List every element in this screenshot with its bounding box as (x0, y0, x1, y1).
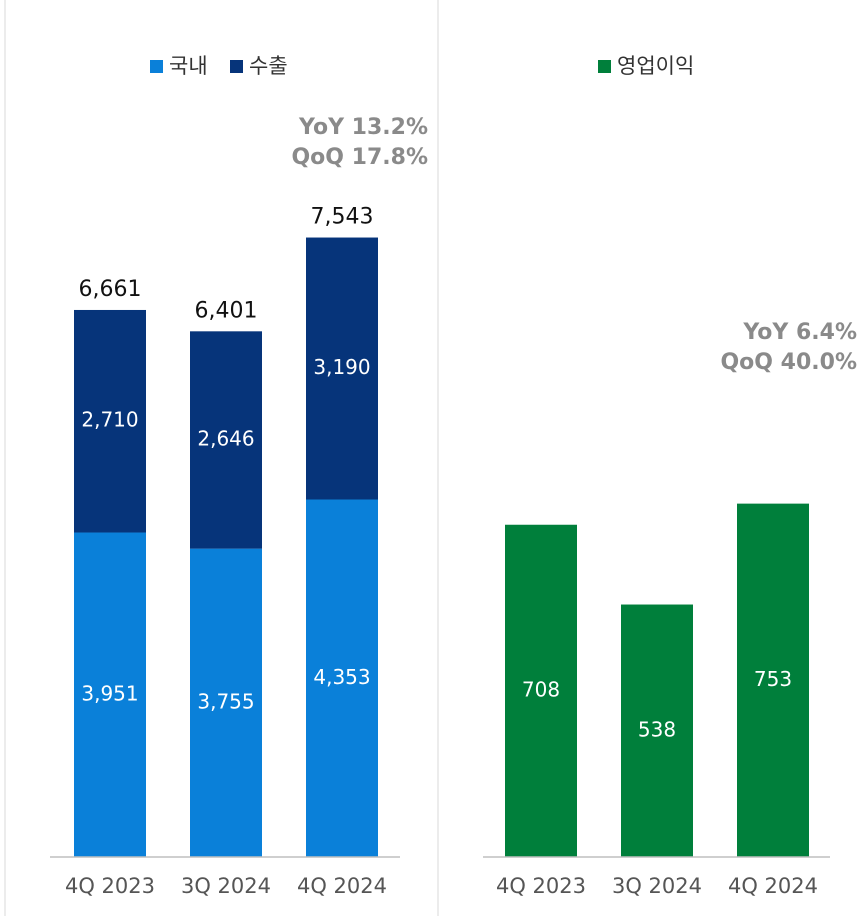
annotation: QoQ 40.0% (720, 350, 857, 375)
x-tick-label: 4Q 2024 (728, 874, 818, 898)
legend-label: 국내 (169, 54, 208, 78)
data-label: 2,646 (197, 426, 254, 450)
bar (306, 499, 378, 857)
bar (737, 503, 809, 857)
bar (74, 532, 146, 857)
data-label: 708 (522, 677, 560, 701)
total-label: 6,661 (79, 277, 142, 302)
data-label: 3,951 (81, 681, 138, 705)
data-label: 3,190 (313, 355, 370, 379)
annotation: YoY 6.4% (742, 320, 857, 345)
bar (74, 309, 146, 533)
x-tick-label: 3Q 2024 (181, 874, 271, 898)
x-tick-label: 4Q 2023 (65, 874, 155, 898)
x-tick-label: 4Q 2024 (297, 874, 387, 898)
bar (306, 237, 378, 500)
bar (190, 548, 262, 857)
legend-label: 수출 (249, 54, 288, 78)
legend-swatch (150, 60, 163, 73)
x-tick-label: 3Q 2024 (612, 874, 702, 898)
total-label: 6,401 (195, 298, 258, 323)
data-label: 4,353 (313, 665, 370, 689)
data-label: 753 (754, 667, 792, 691)
bar (190, 331, 262, 549)
total-label: 7,543 (311, 205, 374, 230)
legend-swatch (230, 60, 243, 73)
data-label: 538 (638, 717, 676, 741)
x-tick-label: 4Q 2023 (496, 874, 586, 898)
annotation: YoY 13.2% (298, 115, 428, 140)
data-label: 2,710 (81, 408, 138, 432)
bar (505, 524, 577, 857)
legend-label: 영업이익 (617, 54, 694, 78)
annotation: QoQ 17.8% (291, 145, 428, 170)
legend-swatch (598, 60, 611, 73)
bar (621, 604, 693, 857)
data-label: 3,755 (197, 689, 254, 713)
